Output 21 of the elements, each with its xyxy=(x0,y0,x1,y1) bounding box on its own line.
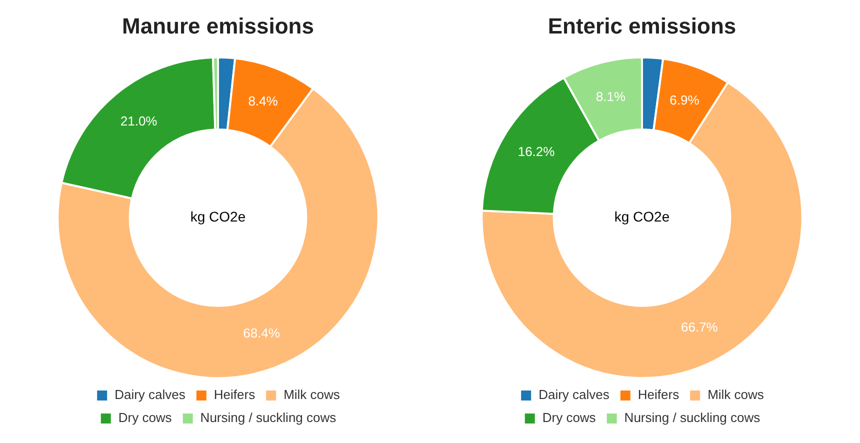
legend-label: Heifers xyxy=(214,387,256,402)
data-label: 6.9% xyxy=(670,92,700,108)
chart-title: Manure emissions xyxy=(122,13,314,38)
data-label: 8.4% xyxy=(248,93,278,108)
legend-label: Milk cows xyxy=(708,387,764,402)
legend-label: Milk cows xyxy=(284,387,340,402)
data-label: 66.7% xyxy=(681,319,718,334)
legend-label: Nursing / suckling cows xyxy=(624,410,761,426)
legend-label: Heifers xyxy=(638,387,680,402)
text: kg CO2e xyxy=(614,208,670,225)
legend-label: Dry cows xyxy=(542,410,596,426)
data-label: 16.2% xyxy=(518,144,556,160)
legend-label: Dairy calves xyxy=(114,387,186,402)
legend-label: Dry cows xyxy=(118,410,172,426)
legend-label: Dairy calves xyxy=(538,387,610,402)
chart-title: Enteric emissions xyxy=(548,13,736,38)
data-label: 68.4% xyxy=(243,326,280,341)
data-label: 8.1% xyxy=(596,89,626,104)
legend-label: Nursing / suckling cows xyxy=(200,410,337,426)
text: kg CO2e xyxy=(190,208,246,225)
data-label: 21.0% xyxy=(120,114,158,129)
